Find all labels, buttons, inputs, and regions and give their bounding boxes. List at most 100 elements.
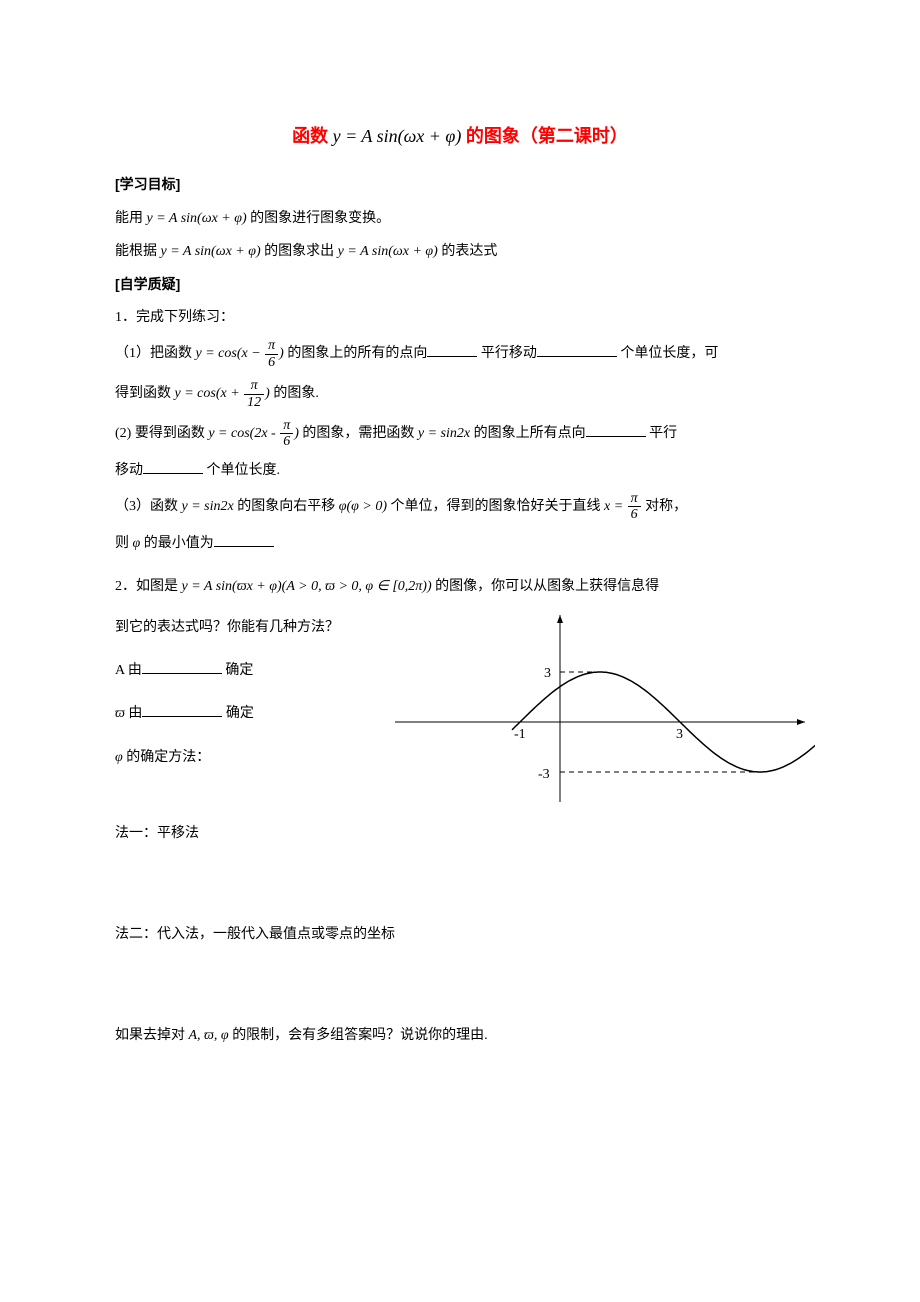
q2-line2: 到它的表达式吗？你能有几种方法？ bbox=[115, 615, 355, 640]
formula: y = sin2x bbox=[418, 426, 470, 441]
formula: y = cos(2x - bbox=[208, 426, 279, 441]
formula: ) bbox=[294, 426, 299, 441]
fraction: π6 bbox=[628, 491, 641, 523]
numerator: π bbox=[265, 338, 278, 354]
text: 对称， bbox=[645, 499, 687, 514]
formula: ) bbox=[279, 346, 284, 361]
denominator: 6 bbox=[280, 434, 293, 449]
fraction: π6 bbox=[265, 338, 278, 370]
svg-text:-3: -3 bbox=[538, 767, 550, 782]
text: 移动 bbox=[115, 463, 143, 478]
text: 能根据 bbox=[115, 244, 161, 259]
text: 个单位长度. bbox=[207, 463, 281, 478]
q1-2b: 移动 个单位长度. bbox=[115, 458, 805, 483]
fraction: π6 bbox=[280, 418, 293, 450]
fraction: π12 bbox=[244, 378, 264, 410]
q1-head: 1．完成下列练习： bbox=[115, 305, 805, 330]
text: 的图象向右平移 bbox=[237, 499, 339, 514]
q1-2: (2) 要得到函数 y = cos(2x - π6) 的图象，需把函数 y = … bbox=[115, 418, 805, 450]
text: 的最小值为 bbox=[144, 536, 214, 551]
q1-3: （3）函数 y = sin2x 的图象向右平移 φ(φ > 0) 个单位，得到的… bbox=[115, 491, 805, 523]
text: （3）函数 bbox=[115, 499, 182, 514]
title-prefix: 函数 bbox=[292, 126, 328, 146]
q3: 如果去掉对 A, ϖ, φ 的限制，会有多组答案吗？说说你的理由. bbox=[115, 1023, 805, 1048]
text: 个单位长度，可 bbox=[620, 346, 718, 361]
text: 能用 bbox=[115, 211, 147, 226]
formula: y = cos(x + bbox=[175, 386, 244, 401]
svg-text:3: 3 bbox=[544, 666, 551, 681]
text: 的表达式 bbox=[441, 244, 497, 259]
blank-input[interactable] bbox=[586, 422, 646, 437]
formula: φ bbox=[133, 536, 141, 551]
graph-column: 3-3-13 bbox=[385, 607, 815, 807]
numerator: π bbox=[628, 491, 641, 507]
numerator: π bbox=[280, 418, 293, 434]
text: 平行 bbox=[649, 426, 677, 441]
text: 如果去掉对 bbox=[115, 1028, 189, 1043]
text: 由 bbox=[125, 706, 143, 721]
method-1: 法一：平移法 bbox=[115, 821, 805, 846]
denominator: 6 bbox=[628, 507, 641, 522]
formula: y = A sin(ωx + φ) bbox=[147, 211, 247, 226]
formula: y = A sin(ωx + φ) bbox=[161, 244, 261, 259]
text: 的图像，你可以从图象上获得信息得 bbox=[435, 579, 659, 594]
text: 的图象进行图象变换。 bbox=[250, 211, 390, 226]
text: (2) 要得到函数 bbox=[115, 426, 208, 441]
formula: φ(φ > 0) bbox=[339, 499, 387, 514]
text: 确定 bbox=[222, 706, 254, 721]
denominator: 6 bbox=[265, 355, 278, 370]
text: 平行移动 bbox=[481, 346, 537, 361]
text: 的图象. bbox=[273, 386, 319, 401]
text: 2．如图是 bbox=[115, 579, 182, 594]
svg-text:-1: -1 bbox=[514, 727, 526, 742]
q1-1b: 得到函数 y = cos(x + π12) 的图象. bbox=[115, 378, 805, 410]
formula: ϖ bbox=[115, 706, 125, 721]
text: 的图象求出 bbox=[264, 244, 338, 259]
spacer bbox=[115, 955, 805, 1015]
page-title: 函数 y = A sin(ωx + φ) 的图象（第二课时） bbox=[115, 120, 805, 152]
blank-input[interactable] bbox=[143, 459, 203, 474]
text: 的图象上所有点向 bbox=[474, 426, 586, 441]
text: 的限制，会有多组答案吗？说说你的理由. bbox=[232, 1028, 488, 1043]
formula: ) bbox=[265, 386, 270, 401]
title-suffix: 的图象（第二课时） bbox=[466, 126, 628, 146]
formula: y = A sin(ϖx + φ)(A > 0, ϖ > 0, φ ∈ [0,2… bbox=[182, 579, 432, 594]
row-omega: ϖ 由 确定 bbox=[115, 701, 355, 726]
method-2: 法二：代入法，一般代入最值点或零点的坐标 bbox=[115, 922, 805, 947]
sine-graph: 3-3-13 bbox=[385, 607, 815, 807]
text: 的图象上的所有的点向 bbox=[287, 346, 427, 361]
denominator: 12 bbox=[244, 395, 264, 410]
text: 的确定方法： bbox=[123, 750, 211, 765]
para-goal-2: 能根据 y = A sin(ωx + φ) 的图象求出 y = A sin(ωx… bbox=[115, 239, 805, 264]
text: 则 bbox=[115, 536, 133, 551]
formula: φ bbox=[115, 750, 123, 765]
blank-input[interactable] bbox=[214, 532, 274, 547]
row-with-graph: 到它的表达式吗？你能有几种方法？ A 由 确定 ϖ 由 确定 φ 的确定方法： … bbox=[115, 607, 805, 807]
left-column: 到它的表达式吗？你能有几种方法？ A 由 确定 ϖ 由 确定 φ 的确定方法： bbox=[115, 607, 355, 778]
para-goal-1: 能用 y = A sin(ωx + φ) 的图象进行图象变换。 bbox=[115, 206, 805, 231]
q1-3b: 则 φ 的最小值为 bbox=[115, 531, 805, 556]
formula: y = A sin(ωx + φ) bbox=[338, 244, 438, 259]
section-head-goals: [学习目标] bbox=[115, 172, 805, 197]
section-head-selfstudy: [自学质疑] bbox=[115, 272, 805, 297]
q1-1: （1）把函数 y = cos(x − π6) 的图象上的所有的点向 平行移动 个… bbox=[115, 338, 805, 370]
blank-input[interactable] bbox=[427, 342, 477, 357]
numerator: π bbox=[244, 378, 264, 394]
row-phi: φ 的确定方法： bbox=[115, 745, 355, 770]
blank-input[interactable] bbox=[142, 702, 222, 717]
formula: x = bbox=[604, 499, 627, 514]
title-formula: y = A sin(ωx + φ) bbox=[333, 126, 462, 146]
text: A 由 bbox=[115, 663, 142, 678]
formula: y = cos(x − bbox=[196, 346, 265, 361]
row-A: A 由 确定 bbox=[115, 658, 355, 683]
formula: y = sin2x bbox=[182, 499, 234, 514]
text: 得到函数 bbox=[115, 386, 175, 401]
formula: A, ϖ, φ bbox=[189, 1028, 229, 1043]
blank-input[interactable] bbox=[142, 659, 222, 674]
spacer bbox=[115, 854, 805, 914]
text: （1）把函数 bbox=[115, 346, 196, 361]
text: 的图象，需把函数 bbox=[302, 426, 418, 441]
blank-input[interactable] bbox=[537, 342, 617, 357]
text: 确定 bbox=[222, 663, 254, 678]
q2-line1: 2．如图是 y = A sin(ϖx + φ)(A > 0, ϖ > 0, φ … bbox=[115, 574, 805, 599]
